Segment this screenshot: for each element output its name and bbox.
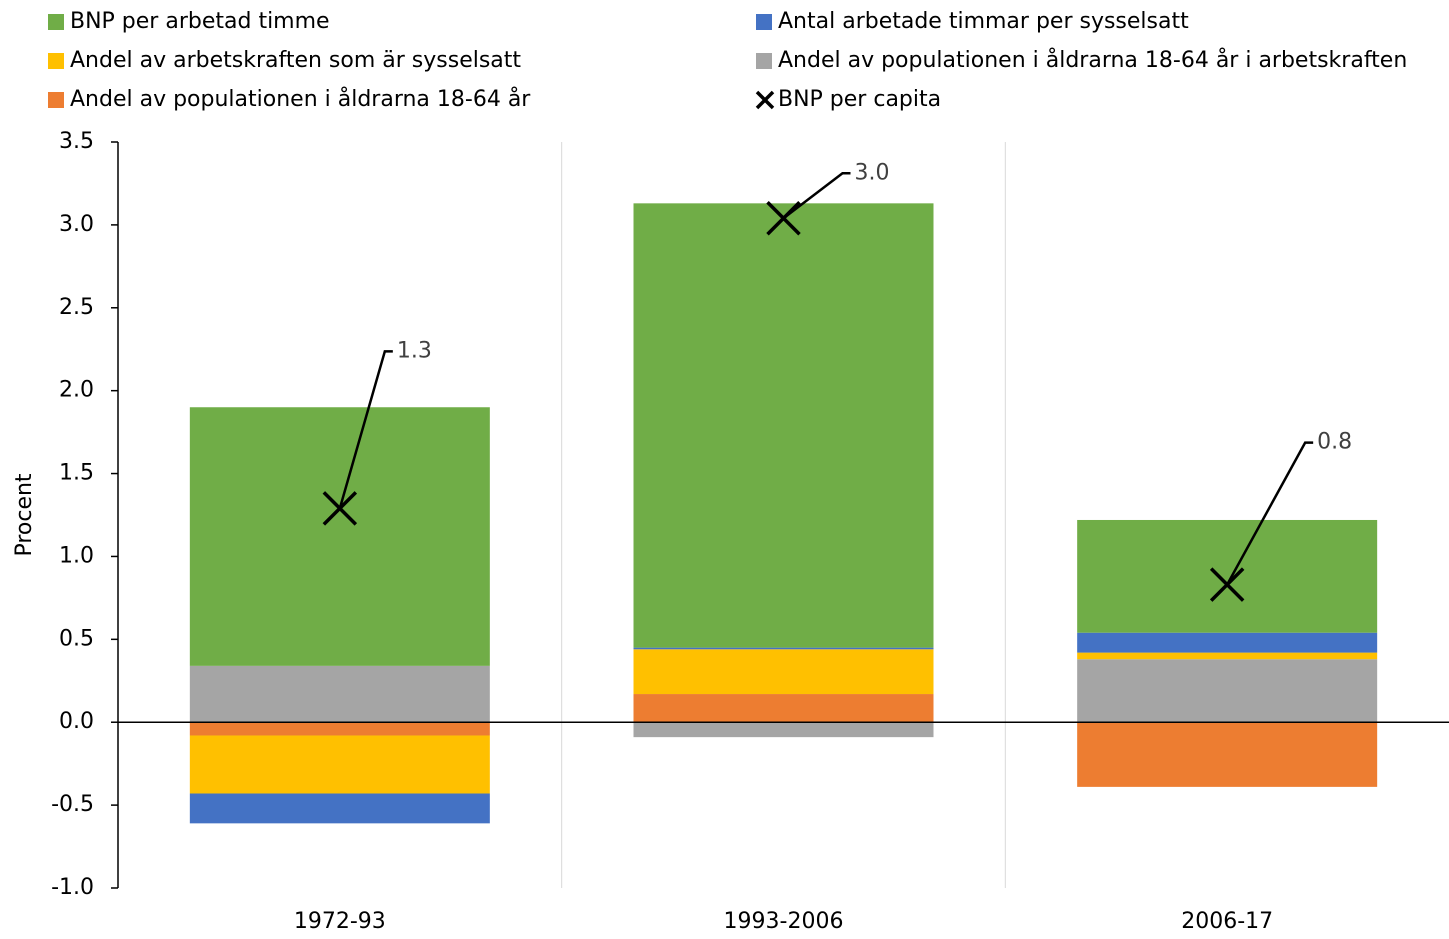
legend-swatch [48, 14, 64, 30]
bar-segment [189, 722, 490, 736]
x-tick-label: 1993-2006 [724, 909, 844, 934]
legend-label: Andel av arbetskraften som är sysselsatt [70, 48, 521, 73]
legend-swatch [756, 14, 772, 30]
legend-label: BNP per arbetad timme [70, 9, 330, 34]
y-tick-label: 2.0 [59, 378, 94, 403]
y-tick-label: 0.5 [59, 626, 94, 651]
bar-segment [633, 649, 934, 695]
x-tick-label: 2006-17 [1181, 909, 1273, 934]
y-tick-label: 1.0 [59, 543, 94, 568]
y-tick-label: 0.0 [59, 709, 94, 734]
data-label: 0.8 [1317, 430, 1352, 455]
leader-line [338, 350, 393, 509]
marker [322, 491, 358, 526]
legend-marker [755, 90, 775, 110]
bar-segment [633, 647, 934, 650]
bar-segment [633, 694, 934, 723]
leader-line [1226, 441, 1314, 586]
bar-segment [1077, 722, 1378, 787]
bar-segment [189, 793, 490, 824]
bar-segment [1077, 659, 1378, 723]
legend-label: Antal arbetade timmar per sysselsatt [778, 9, 1189, 34]
bar-segment [189, 665, 490, 723]
bar-segment [633, 722, 934, 738]
bar-segment [1077, 652, 1378, 660]
bar-segment [1077, 632, 1378, 653]
y-tick-label: -1.0 [51, 875, 94, 900]
legend-label: BNP per capita [778, 87, 941, 112]
leader-line [782, 172, 851, 220]
legend-label: Andel av populationen i åldrarna 18-64 å… [70, 86, 531, 112]
data-label: 3.0 [855, 160, 890, 185]
legend-swatch [48, 53, 64, 69]
bar-segment [1077, 519, 1378, 633]
marker [766, 201, 801, 236]
y-axis-title: Procent [12, 473, 37, 556]
legend-swatch [756, 53, 772, 69]
y-tick-label: 2.5 [59, 295, 94, 320]
y-tick-label: 3.5 [59, 129, 94, 154]
y-tick-label: -0.5 [51, 792, 94, 817]
marker [1209, 567, 1245, 602]
data-label: 1.3 [397, 338, 432, 363]
bar-segment [189, 735, 490, 794]
legend-swatch [48, 92, 64, 108]
legend-label: Andel av populationen i åldrarna 18-64 å… [778, 47, 1407, 73]
bar-segment [189, 407, 490, 666]
bar-segment [633, 203, 934, 648]
x-tick-label: 1972-93 [294, 909, 386, 934]
y-tick-label: 3.0 [59, 212, 94, 237]
y-tick-label: 1.5 [59, 461, 94, 486]
